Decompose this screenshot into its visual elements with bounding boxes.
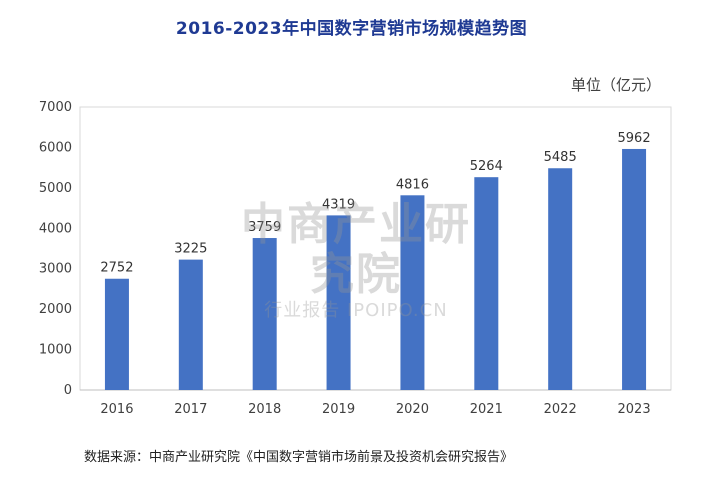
x-tick-label-2020: 2020 xyxy=(396,402,429,417)
y-tick-label: 6000 xyxy=(39,140,72,155)
data-label-2019: 4319 xyxy=(322,197,355,212)
data-label-2021: 5264 xyxy=(470,159,503,174)
y-tick-label: 7000 xyxy=(39,100,72,115)
y-tick-label: 5000 xyxy=(39,181,72,196)
x-tick-label-2018: 2018 xyxy=(248,402,281,417)
data-label-2018: 3759 xyxy=(248,220,281,235)
x-tick-label-2021: 2021 xyxy=(470,402,503,417)
bar-2023 xyxy=(622,148,647,390)
y-tick-label: 3000 xyxy=(39,262,72,277)
bars xyxy=(104,148,647,390)
x-tick-label-2023: 2023 xyxy=(618,402,651,417)
chart-title: 2016-2023年中国数字营销市场规模趋势图 xyxy=(175,19,528,39)
source-note: 数据来源：中商产业研究院《中国数字营销市场前景及投资机会研究报告》 xyxy=(84,450,514,465)
y-tick-label: 1000 xyxy=(39,343,72,358)
bar-2020 xyxy=(400,195,425,390)
y-tick-label: 0 xyxy=(64,383,72,398)
data-label-2017: 3225 xyxy=(174,242,207,257)
bar-2021 xyxy=(474,177,499,390)
data-label-2020: 4816 xyxy=(396,177,429,192)
data-label-2022: 5485 xyxy=(544,150,577,165)
plot-frame xyxy=(79,106,672,391)
bar-2022 xyxy=(548,168,573,390)
bar-2019 xyxy=(326,215,351,390)
unit-label: 单位（亿元） xyxy=(570,76,661,94)
data-labels: 2752 3225 3759 4319 4816 5264 5485 5962 xyxy=(100,131,650,276)
x-tick-label-2019: 2019 xyxy=(322,402,355,417)
y-axis-ticks: 0 1000 2000 3000 4000 5000 6000 7000 xyxy=(39,100,72,398)
bar-2018 xyxy=(252,238,277,390)
bar-2016 xyxy=(104,278,129,390)
x-tick-label-2017: 2017 xyxy=(174,402,207,417)
x-tick-label-2022: 2022 xyxy=(544,402,577,417)
bar-2017 xyxy=(178,259,203,390)
data-label-2023: 5962 xyxy=(618,131,651,146)
y-tick-label: 4000 xyxy=(39,221,72,236)
x-tick-label-2016: 2016 xyxy=(100,402,133,417)
y-tick-label: 2000 xyxy=(39,302,72,317)
x-axis-ticks: 2016 2017 2018 2019 2020 2021 2022 2023 xyxy=(100,402,650,417)
data-label-2016: 2752 xyxy=(100,261,133,276)
